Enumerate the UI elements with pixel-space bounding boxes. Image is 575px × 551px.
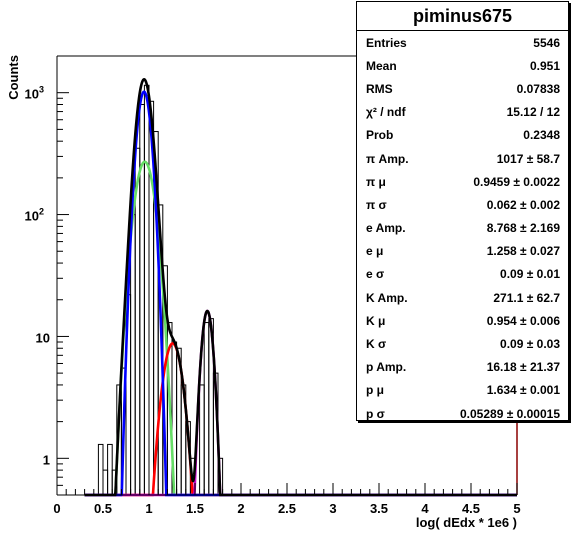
y-tick-label: 102	[25, 207, 44, 224]
stats-row: π Amp. 1017 ± 58.7	[357, 147, 568, 170]
stats-rows: Entries 5546 Mean 0.951 RMS 0.07838 χ² / ndf 15…	[357, 31, 568, 425]
stats-value: 1.258 ± 0.027	[486, 244, 560, 259]
histogram-bin	[199, 384, 205, 496]
stats-box: piminus675 Entries 5546 Mean 0.951 RMS 0.0783…	[356, 1, 569, 421]
stats-value: 0.05289 ± 0.00015	[459, 406, 560, 421]
stats-value: 0.062 ± 0.002	[486, 197, 560, 212]
stats-row: K Amp. 271.1 ± 62.7	[357, 286, 568, 309]
stats-value: 0.07838	[516, 81, 560, 96]
y-tick-exponent: 3	[39, 85, 44, 95]
stats-row: e μ 1.258 ± 0.027	[357, 240, 568, 263]
histogram-bin	[97, 443, 104, 496]
y-tick-label: 10	[36, 330, 50, 345]
stats-title: piminus675	[357, 2, 568, 31]
stats-value: 5546	[533, 35, 560, 50]
stats-label: π Amp.	[366, 151, 409, 166]
x-tick-label: 4	[421, 501, 429, 516]
histogram-bin	[107, 443, 113, 496]
stats-row: χ² / ndf 15.12 / 12	[357, 101, 568, 124]
x-tick-label: 1	[145, 501, 152, 516]
y-tick-base: 10	[25, 87, 39, 102]
stats-label: Mean	[366, 58, 397, 73]
stats-label: p σ	[366, 406, 385, 421]
x-tick-label: 3	[329, 501, 336, 516]
x-tick-label: 5	[513, 501, 520, 516]
stats-label: RMS	[366, 81, 393, 96]
stats-row: e Amp. 8.768 ± 2.169	[357, 217, 568, 240]
stats-label: K σ	[366, 337, 387, 352]
stats-value: 271.1 ± 62.7	[493, 290, 560, 305]
stats-label: e Amp.	[366, 221, 406, 236]
histogram-bin	[203, 322, 210, 496]
stats-row: p Amp. 16.18 ± 21.37	[357, 356, 568, 379]
stats-value: 0.9459 ± 0.0022	[473, 174, 560, 189]
y-axis-label: Counts	[6, 55, 21, 100]
stats-row: Entries 5546	[357, 31, 568, 54]
y-tick-base: 10	[25, 209, 39, 224]
x-tick-label: 4.5	[462, 501, 480, 516]
stats-label: e μ	[366, 244, 384, 259]
stats-value: 0.954 ± 0.006	[486, 313, 560, 328]
histogram-bin	[130, 214, 136, 496]
stats-label: p μ	[366, 383, 385, 398]
stats-value: 0.951	[529, 58, 560, 73]
stats-row: p σ 0.05289 ± 0.00015	[357, 402, 568, 425]
stats-label: Entries	[366, 35, 407, 50]
x-tick-label: 2.5	[278, 501, 296, 516]
stats-value: 8.768 ± 2.169	[486, 221, 560, 236]
stats-value: 1017 ± 58.7	[496, 151, 560, 166]
stats-row: p μ 1.634 ± 0.001	[357, 379, 568, 402]
stats-label: K μ	[366, 313, 386, 328]
histogram-bin	[143, 84, 150, 496]
stats-label: p Amp.	[366, 360, 407, 375]
y-tick-exponent: 2	[39, 207, 44, 217]
stats-value: 0.2348	[523, 128, 560, 143]
stats-value: 0.09 ± 0.01	[500, 267, 560, 282]
x-tick-label: 1.5	[186, 501, 204, 516]
x-tick-label: 3.5	[370, 501, 388, 516]
stats-value: 15.12 / 12	[506, 105, 560, 120]
stats-row: π μ 0.9459 ± 0.0022	[357, 170, 568, 193]
stats-row: Prob 0.2348	[357, 124, 568, 147]
y-tick-label: 1	[43, 452, 50, 467]
stats-row: RMS 0.07838	[357, 77, 568, 100]
x-tick-label: 0.5	[94, 501, 112, 516]
stats-label: π σ	[366, 197, 387, 212]
stats-label: χ² / ndf	[366, 105, 406, 120]
y-tick-label: 103	[25, 85, 44, 102]
x-tick-label: 2	[237, 501, 244, 516]
stats-label: Prob	[366, 128, 394, 143]
stats-label: K Amp.	[366, 290, 408, 305]
y-tick-base: 10	[36, 330, 50, 345]
x-axis-label: log( dEdx * 1e6 )	[416, 515, 517, 530]
stats-label: e σ	[366, 267, 385, 282]
stats-value: 0.09 ± 0.03	[500, 337, 560, 352]
stats-value: 16.18 ± 21.37	[486, 360, 560, 375]
stats-row: K μ 0.954 ± 0.006	[357, 309, 568, 332]
stats-row: Mean 0.951	[357, 54, 568, 77]
x-tick-label: 0	[53, 501, 60, 516]
histogram-bin	[102, 469, 109, 496]
stats-row: e σ 0.09 ± 0.01	[357, 263, 568, 286]
stats-label: π μ	[366, 174, 386, 189]
stats-row: π σ 0.062 ± 0.002	[357, 193, 568, 216]
y-tick-base: 1	[43, 452, 50, 467]
stats-value: 1.634 ± 0.001	[486, 383, 560, 398]
stats-row: K σ 0.09 ± 0.03	[357, 332, 568, 355]
